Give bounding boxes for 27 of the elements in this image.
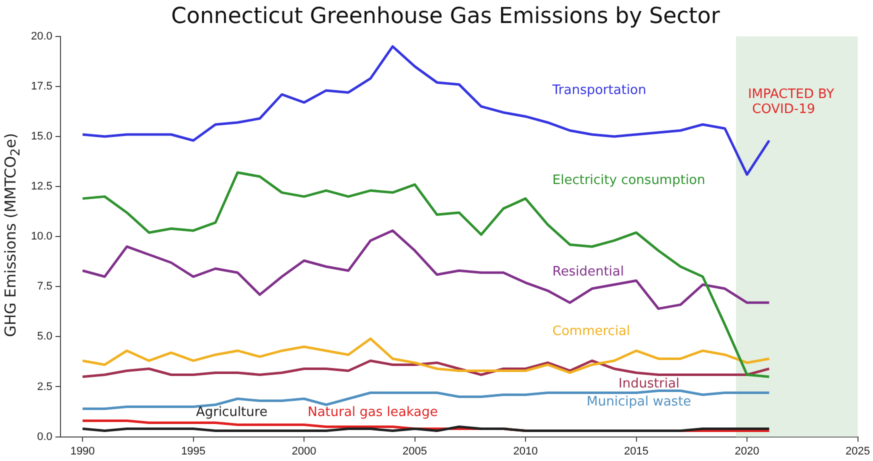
series-label: Transportation: [551, 82, 646, 98]
y-tick-label: 10.0: [30, 230, 52, 243]
y-tick-label: 7.5: [37, 280, 52, 293]
text: Electricity consumption: [552, 172, 706, 188]
series-label: Natural gas leakage: [308, 405, 438, 420]
y-tick-label: 12.5: [30, 180, 52, 193]
band-label: IMPACTED BY COVID-19: [748, 86, 834, 117]
x-tick-label: 2010: [513, 445, 538, 458]
x-tick-label: 1990: [70, 445, 95, 458]
x-tick-label: 2025: [846, 445, 870, 458]
y-tick-label: 0.0: [37, 430, 52, 443]
x-tick-label: 2000: [292, 445, 316, 458]
y-tick-label: 20.0: [30, 30, 52, 42]
series-label: Industrial: [618, 376, 680, 392]
y-tick-label: 2.5: [37, 380, 52, 393]
series-label: Commercial: [552, 324, 630, 339]
x-tick-label: 2020: [734, 445, 760, 458]
series-label: Municipal waste: [586, 394, 692, 410]
y-tick-label: 17.5: [30, 80, 52, 92]
y-tick-label: 5.0: [37, 330, 52, 343]
x-tick-label: 2015: [624, 445, 649, 458]
x-tick-label: 2005: [402, 445, 428, 458]
series-label: Residential: [552, 264, 624, 280]
x-tick-label: 1995: [181, 445, 206, 458]
y-tick-label: 15.0: [30, 130, 52, 143]
chart-title: Connecticut Greenhouse Gas Emissions by Sector: [171, 4, 721, 29]
series-label: Agriculture: [196, 405, 268, 420]
